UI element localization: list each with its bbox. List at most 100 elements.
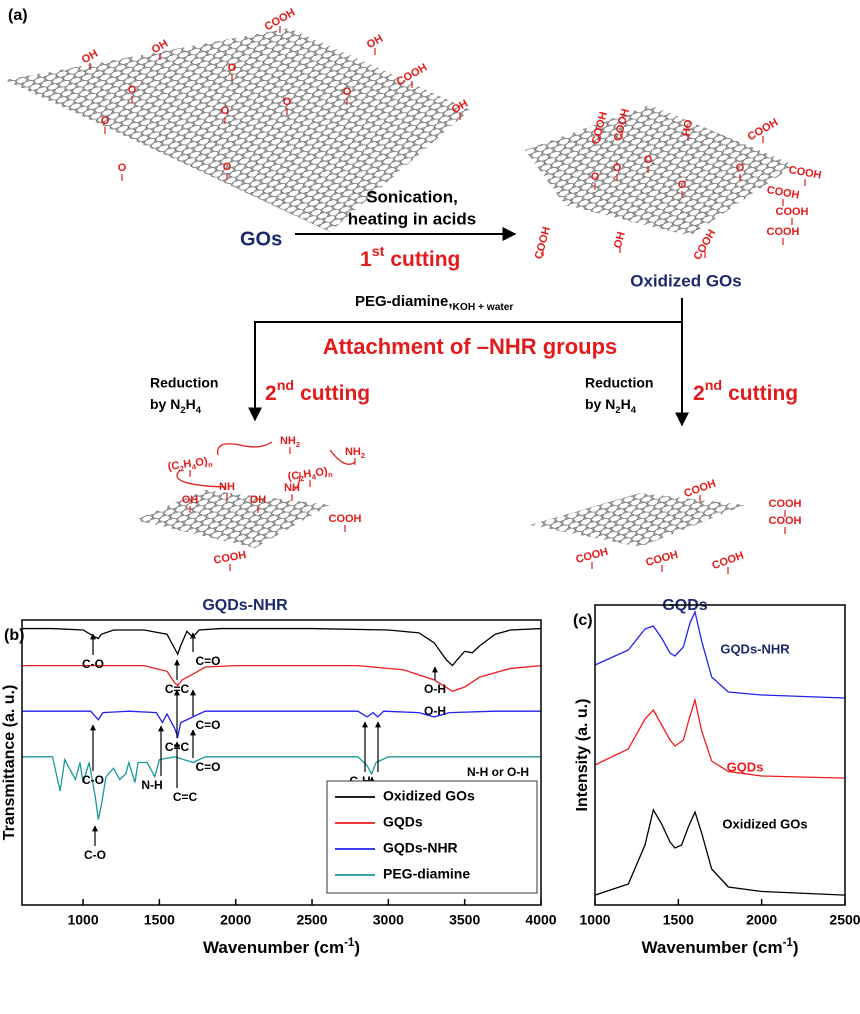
x-tick-label: 3000 <box>373 912 404 928</box>
x-tick-label: 1000 <box>579 912 610 928</box>
x-axis-title-part: ) <box>354 938 360 957</box>
functional-group-part: O) <box>195 455 209 469</box>
reduction-text: Reduction <box>585 375 653 391</box>
figure: (a) GOs Sonication, heating in acids Oxi… <box>0 0 860 1014</box>
legend-label: PEG-diamine <box>383 866 470 882</box>
reduction-text: by N2H4 <box>150 396 202 416</box>
x-tick-label: 1500 <box>663 912 694 928</box>
band-label: N-H <box>141 778 162 792</box>
functional-group: O <box>736 162 745 174</box>
x-tick-label: 2000 <box>746 912 777 928</box>
functional-group: COOH <box>767 226 800 238</box>
functional-group: COOH <box>769 498 802 510</box>
functional-group: COOH <box>776 206 809 218</box>
step-text: Sonication, <box>366 187 458 206</box>
x-axis-title: Wavenumber (cm-1) <box>641 937 798 957</box>
x-axis-title-part: -1 <box>783 937 794 949</box>
cutting-label-part: cutting <box>390 248 460 271</box>
functional-group: O <box>613 162 622 174</box>
reagent-label: PEG-diamine,KOH + water <box>355 293 513 313</box>
oxidized-sheet <box>525 105 795 236</box>
functional-group-part: n <box>328 470 334 480</box>
functional-group-part: O) <box>315 465 329 479</box>
cutting-label-part: nd <box>277 378 294 394</box>
x-axis-title-part: ) <box>793 938 799 957</box>
band-label: O-H <box>424 682 446 696</box>
functional-group-part: 2 <box>361 451 365 460</box>
reduction-text-part: by N <box>150 396 180 412</box>
gqd-sheet <box>530 493 745 547</box>
functional-group: NH <box>219 481 235 493</box>
functional-group: O <box>118 162 127 174</box>
gqd-nhr-sheet <box>135 490 330 548</box>
y-axis-title: Transmittance (a. u.) <box>1 685 18 841</box>
band-label: C=O <box>195 760 220 774</box>
attachment-label: Attachment of –NHR groups <box>323 334 618 359</box>
reagent-label-part: PEG-diamine, <box>355 293 453 310</box>
functional-group: NH <box>284 482 300 494</box>
functional-group-part: NH <box>280 435 296 447</box>
cutting-label-part: 2 <box>693 382 705 405</box>
cutting-label: 1st cutting <box>360 244 460 271</box>
panel-label: (a) <box>8 7 28 24</box>
band-label: N-H or O-H <box>467 765 529 779</box>
band-label: O-H <box>424 704 446 718</box>
band-label: C=O <box>195 718 220 732</box>
functional-group: O <box>644 154 653 166</box>
legend-label: GQDs-NHR <box>383 840 458 856</box>
panel-label: (c) <box>573 612 593 629</box>
gos-label: GOs <box>240 228 282 250</box>
functional-group: COOH <box>329 513 362 525</box>
x-axis-title-part: Wavenumber (cm <box>203 938 344 957</box>
functional-group: O <box>343 86 352 98</box>
functional-group: O <box>283 96 292 108</box>
spectrum-line <box>595 700 845 778</box>
legend-label: Oxidized GOs <box>383 788 475 804</box>
reduction-text: by N2H4 <box>585 396 637 416</box>
x-tick-label: 3500 <box>449 912 480 928</box>
panel-label: (b) <box>4 627 24 644</box>
x-tick-label: 1500 <box>144 912 175 928</box>
functional-group: O <box>101 115 110 127</box>
cutting-label: 2nd cutting <box>265 378 370 405</box>
cutting-label-part: cutting <box>728 382 798 405</box>
functional-group: O <box>223 161 232 173</box>
functional-group-part: n <box>208 460 214 470</box>
step-text: heating in acids <box>348 209 476 228</box>
cutting-label-part: 2 <box>265 382 277 405</box>
x-tick-label: 2000 <box>220 912 251 928</box>
series-label: GQDs <box>727 759 764 774</box>
functional-group: COOH <box>769 515 802 527</box>
functional-group: O <box>228 62 237 74</box>
series-label: Oxidized GOs <box>722 816 807 831</box>
x-tick-label: 2500 <box>296 912 327 928</box>
reduction-text-part: H <box>186 396 196 412</box>
functional-group-part: NH <box>345 446 361 458</box>
functional-group: OH <box>250 494 267 506</box>
functional-group: O <box>591 171 600 183</box>
band-label: C-O <box>82 773 104 787</box>
functional-group-part: (C <box>167 459 180 473</box>
x-axis-title: Wavenumber (cm-1) <box>203 937 360 957</box>
cutting-label-part: cutting <box>300 382 370 405</box>
y-axis-title: Intensity (a. u.) <box>574 699 591 812</box>
reduction-text-part: H <box>621 396 631 412</box>
x-axis-title-part: -1 <box>344 937 355 949</box>
cutting-label-part: st <box>372 244 385 260</box>
spectrum-line <box>22 711 541 737</box>
cutting-label-part: 1 <box>360 248 372 271</box>
oxidized-label: Oxidized GOs <box>630 271 741 290</box>
x-tick-label: 2500 <box>829 912 860 928</box>
functional-group: O <box>128 84 137 96</box>
functional-group-part: 2 <box>296 440 300 449</box>
x-axis-title-part: Wavenumber (cm <box>641 938 782 957</box>
band-label: C-O <box>84 848 106 862</box>
reduction-text-part: 4 <box>631 405 637 416</box>
band-label: C=O <box>195 654 220 668</box>
functional-group: OH <box>182 494 199 506</box>
band-label: C-O <box>82 657 104 671</box>
x-tick-label: 1000 <box>67 912 98 928</box>
x-tick-label: 4000 <box>525 912 556 928</box>
page: (a) GOs Sonication, heating in acids Oxi… <box>0 0 860 1014</box>
